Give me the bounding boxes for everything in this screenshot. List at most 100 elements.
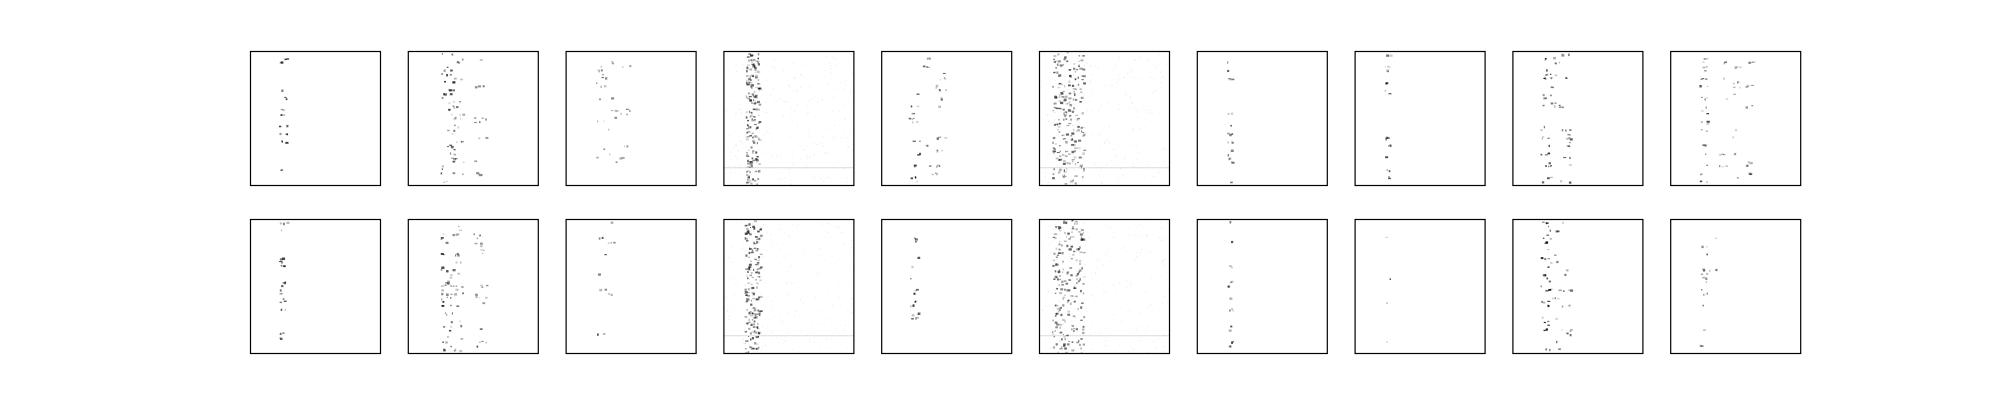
heat-cell	[1058, 131, 1061, 133]
heat-cell	[453, 77, 457, 80]
heat-cell	[1052, 85, 1054, 88]
heat-speckle	[1041, 180, 1043, 182]
heat-speckle	[1067, 149, 1069, 151]
heat-speckle	[1132, 348, 1134, 350]
heat-speckle	[1163, 161, 1165, 162]
heat-speckle	[845, 282, 847, 283]
heat-speckle	[848, 326, 850, 328]
heat-cell	[748, 53, 751, 55]
heat-cell	[280, 108, 284, 110]
heat-cell	[1554, 62, 1557, 65]
heat-cell	[1060, 346, 1063, 348]
heat-speckle	[802, 221, 804, 223]
heat-speckle	[1095, 87, 1097, 89]
heat-cell	[756, 262, 760, 264]
heat-speckle	[789, 135, 791, 137]
heat-cell	[614, 109, 617, 113]
heat-cell	[1081, 130, 1083, 132]
heat-cell	[1057, 351, 1059, 354]
heat-cell	[280, 309, 283, 311]
heat-cell	[1079, 343, 1081, 346]
heat-cell	[480, 249, 484, 251]
heat-speckle	[1161, 240, 1162, 242]
heat-cell	[747, 126, 751, 129]
heat-cell	[748, 263, 752, 266]
heat-speckle	[848, 165, 850, 167]
heat-cell	[1064, 294, 1066, 296]
heat-speckle	[1128, 351, 1130, 353]
heat-speckle	[1147, 57, 1149, 59]
heat-speckle	[772, 119, 774, 121]
heat-cell	[1064, 183, 1067, 185]
heat-speckle	[1098, 109, 1100, 111]
heat-cell	[1058, 74, 1062, 77]
heat-cell	[1554, 102, 1557, 104]
heat-cell	[751, 102, 753, 104]
panel-frame	[1038, 218, 1171, 355]
heat-cell	[1061, 304, 1064, 306]
heat-cell	[749, 99, 752, 102]
heat-speckle	[736, 70, 738, 72]
heat-cell	[756, 248, 759, 250]
heat-speckle	[1070, 258, 1072, 260]
heat-speckle	[793, 110, 795, 112]
heat-speckle	[811, 98, 813, 100]
heat-cell	[1058, 60, 1061, 62]
heat-speckle	[1133, 163, 1135, 165]
heat-speckle	[766, 297, 768, 298]
heat-cell	[479, 121, 481, 123]
heat-speckle	[771, 247, 772, 249]
heat-cell	[1082, 283, 1085, 285]
heat-cell	[1549, 176, 1553, 179]
heat-cell	[278, 125, 282, 128]
heat-speckle	[1083, 170, 1084, 171]
heat-cell	[751, 286, 755, 290]
heat-speckle	[825, 321, 827, 323]
heat-speckle	[1144, 330, 1146, 332]
heat-cell	[1569, 156, 1571, 159]
heat-speckle	[846, 347, 848, 349]
heat-cell	[1231, 161, 1235, 164]
heat-speckle	[830, 65, 832, 66]
heat-cell	[1079, 259, 1081, 262]
heat-speckle	[1072, 278, 1074, 280]
heat-cell	[751, 118, 753, 120]
heat-cell	[936, 165, 938, 168]
heat-cell	[1387, 70, 1389, 73]
heat-speckle	[794, 96, 796, 98]
heat-cell	[914, 238, 917, 241]
heat-cell	[1075, 259, 1078, 262]
heat-cell	[916, 181, 918, 183]
heat-cell	[1065, 95, 1068, 98]
heat-cell	[1734, 66, 1737, 69]
heat-speckle	[1070, 299, 1072, 301]
heat-cell	[462, 292, 464, 295]
heat-cell	[1052, 147, 1055, 150]
heatmap-panel-r1-c1	[407, 218, 539, 355]
heat-cell	[1550, 102, 1554, 105]
heat-speckle	[1096, 114, 1098, 116]
heat-speckle	[1120, 308, 1122, 310]
heat-cell	[1547, 320, 1550, 323]
heat-cell	[447, 129, 450, 132]
heat-speckle	[1083, 158, 1084, 159]
heat-speckle	[827, 175, 828, 176]
heat-speckle	[827, 177, 829, 179]
heat-cell	[1701, 289, 1703, 291]
heat-cell	[1066, 60, 1069, 63]
heat-cell	[1385, 138, 1387, 141]
heat-cell	[1054, 143, 1058, 145]
heat-cell	[752, 158, 756, 160]
heat-speckle	[797, 287, 799, 289]
heat-cell	[1700, 345, 1704, 347]
heat-cell	[1082, 238, 1086, 241]
heat-cell	[751, 132, 753, 135]
heat-cell	[746, 170, 750, 172]
heat-speckle	[771, 305, 773, 307]
heat-speckle	[733, 148, 735, 150]
heat-speckle	[822, 135, 824, 137]
heat-cell	[1555, 230, 1559, 233]
heat-cell	[1544, 58, 1547, 60]
heat-cell	[1052, 346, 1056, 349]
heat-speckle	[845, 289, 847, 291]
